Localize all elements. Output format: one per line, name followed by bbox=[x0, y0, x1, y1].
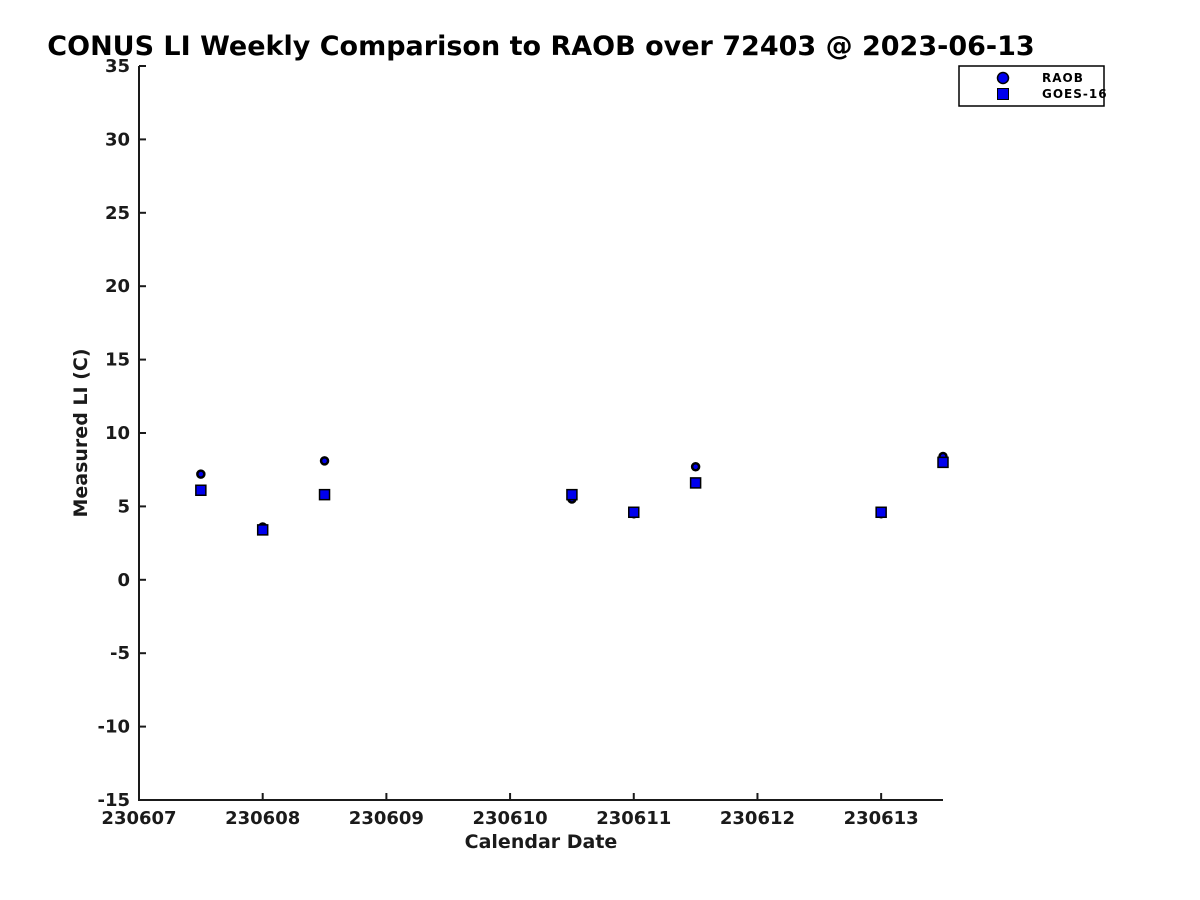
x-tick-label: 230608 bbox=[225, 808, 300, 829]
data-point-goes16 bbox=[875, 506, 887, 519]
y-tick-label: 30 bbox=[105, 129, 130, 150]
y-axis-label: Measured LI (C) bbox=[70, 348, 92, 517]
y-tick-label: -10 bbox=[97, 717, 130, 738]
x-axis-label: Calendar Date bbox=[465, 831, 618, 853]
y-tick-label: -15 bbox=[97, 790, 130, 811]
x-tick-labels: 230607 230608 230609 230610 230611 230612 2306… bbox=[101, 808, 918, 829]
x-tick-label: 230611 bbox=[596, 808, 671, 829]
data-point-raob bbox=[196, 469, 206, 479]
x-tick-label: 230607 bbox=[101, 808, 176, 829]
x-tick-label: 230610 bbox=[472, 808, 547, 829]
y-tick-label: 35 bbox=[105, 56, 130, 77]
data-point-goes16 bbox=[256, 524, 269, 536]
legend-raob-marker-icon bbox=[996, 71, 1010, 85]
y-tick-label: 15 bbox=[105, 350, 130, 371]
y-tick-label: 5 bbox=[117, 496, 130, 517]
data-point-goes16 bbox=[318, 488, 331, 501]
plot-area: 230607 230608 230609 230610 230611 230612 2306… bbox=[97, 56, 949, 829]
x-tick-label: 230612 bbox=[720, 808, 795, 829]
y-tick-labels: 35 30 25 20 15 10 5 0 -5 -10 -15 bbox=[97, 56, 130, 811]
y-ticks bbox=[139, 65, 146, 801]
data-point-goes16 bbox=[566, 488, 578, 501]
legend-box bbox=[958, 65, 1105, 107]
legend: RAOB GOES-16 bbox=[958, 65, 1108, 107]
data-point-goes16 bbox=[195, 484, 207, 497]
series-goes16 bbox=[195, 456, 949, 536]
x-tick-label: 230613 bbox=[844, 808, 919, 829]
y-tick-label: 25 bbox=[105, 203, 130, 224]
y-tick-label: 0 bbox=[117, 570, 130, 591]
y-tick-label: 10 bbox=[105, 423, 130, 444]
data-point-goes16 bbox=[628, 506, 640, 519]
legend-goes16-marker-icon bbox=[997, 88, 1009, 100]
chart-title: CONUS LI Weekly Comparison to RAOB over … bbox=[47, 31, 1034, 62]
legend-goes16-label: GOES-16 bbox=[1042, 87, 1108, 101]
y-tick-label: -5 bbox=[110, 643, 130, 664]
x-ticks bbox=[138, 793, 883, 800]
data-point-raob bbox=[319, 456, 330, 466]
data-point-raob bbox=[690, 462, 701, 472]
y-tick-label: 20 bbox=[105, 276, 130, 297]
data-point-goes16 bbox=[937, 456, 949, 469]
x-tick-label: 230609 bbox=[349, 808, 424, 829]
legend-raob-label: RAOB bbox=[1042, 71, 1084, 85]
data-point-goes16 bbox=[689, 477, 702, 489]
